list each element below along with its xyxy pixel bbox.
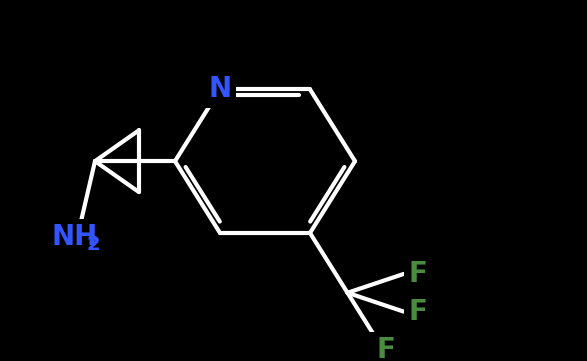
Text: NH: NH (52, 223, 98, 251)
Text: F: F (376, 336, 395, 361)
Text: F: F (409, 260, 427, 288)
Text: F: F (409, 298, 427, 326)
Text: 2: 2 (86, 235, 100, 253)
Text: N: N (208, 75, 231, 103)
